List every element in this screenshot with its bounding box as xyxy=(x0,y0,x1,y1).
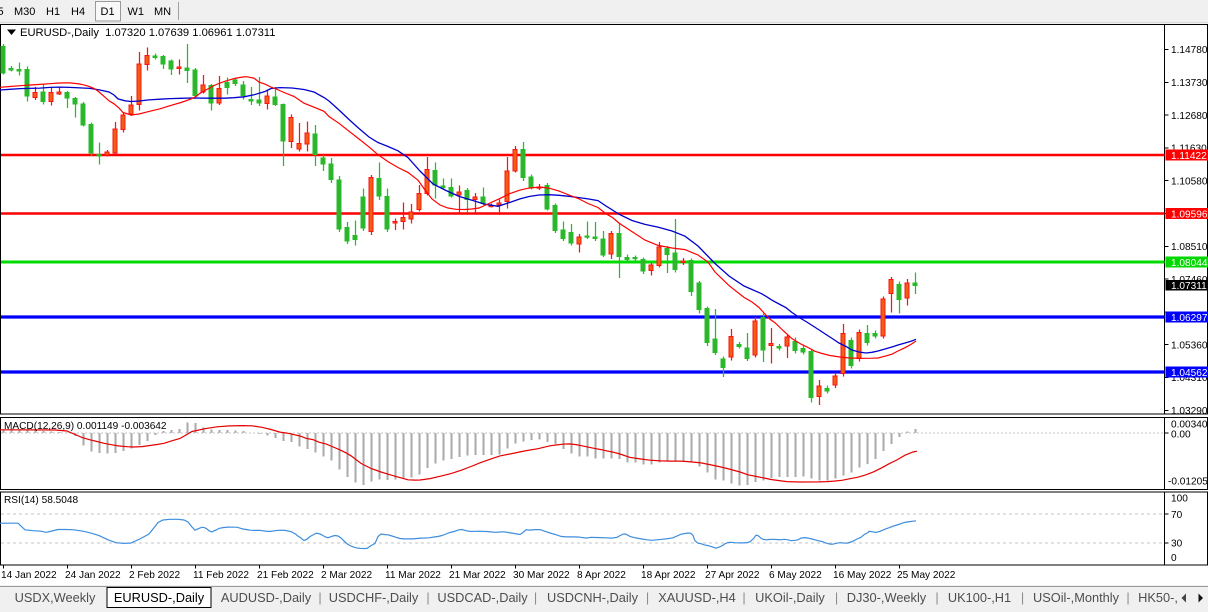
svg-text:1.12680: 1.12680 xyxy=(1171,111,1208,122)
svg-text:24 Jan 2022: 24 Jan 2022 xyxy=(65,570,121,581)
svg-text:EURUSD-,Daily 1.07320 1.07639: EURUSD-,Daily 1.07320 1.07639 1.06961 1.… xyxy=(20,27,275,39)
svg-text:1.13730: 1.13730 xyxy=(1171,78,1208,89)
svg-text:30 Mar 2022: 30 Mar 2022 xyxy=(513,570,570,581)
svg-text:RSI(14) 58.5048: RSI(14) 58.5048 xyxy=(4,495,78,506)
svg-text:0: 0 xyxy=(1171,553,1177,564)
svg-text:1.10580: 1.10580 xyxy=(1171,176,1208,187)
svg-text:UK100-,H1: UK100-,H1 xyxy=(948,590,1011,605)
svg-text:16 May 2022: 16 May 2022 xyxy=(833,570,892,581)
svg-text:11 Mar 2022: 11 Mar 2022 xyxy=(385,570,441,581)
svg-text:21 Feb 2022: 21 Feb 2022 xyxy=(257,570,314,581)
svg-text:DJ30-,Weekly: DJ30-,Weekly xyxy=(847,590,927,605)
svg-text:8 Apr 2022: 8 Apr 2022 xyxy=(577,570,626,581)
svg-text:|: | xyxy=(835,590,838,605)
svg-text:25 May 2022: 25 May 2022 xyxy=(897,570,956,581)
svg-text:M30: M30 xyxy=(14,6,35,18)
svg-text:|: | xyxy=(742,590,745,605)
svg-text:1.07311: 1.07311 xyxy=(1171,281,1207,292)
svg-text:MN: MN xyxy=(154,6,171,18)
svg-text:1.08044: 1.08044 xyxy=(1171,258,1208,269)
svg-text:1.08510: 1.08510 xyxy=(1171,242,1208,253)
svg-text:USDX,Weekly: USDX,Weekly xyxy=(15,590,96,605)
svg-text:-0.012058: -0.012058 xyxy=(1168,477,1208,488)
svg-text:|: | xyxy=(1126,590,1129,605)
svg-text:5: 5 xyxy=(0,6,4,18)
svg-text:21 Mar 2022: 21 Mar 2022 xyxy=(449,570,506,581)
svg-text:6 May 2022: 6 May 2022 xyxy=(769,570,822,581)
svg-text:|: | xyxy=(426,590,429,605)
svg-text:D1: D1 xyxy=(101,6,115,18)
svg-text:|: | xyxy=(534,590,537,605)
svg-text:AUDUSD-,Daily: AUDUSD-,Daily xyxy=(221,590,312,605)
svg-text:|: | xyxy=(935,590,938,605)
svg-text:USDCNH-,Daily: USDCNH-,Daily xyxy=(547,590,639,605)
svg-text:11 Feb 2022: 11 Feb 2022 xyxy=(193,570,249,581)
svg-text:2 Feb 2022: 2 Feb 2022 xyxy=(129,570,180,581)
svg-text:2 Mar 2022: 2 Mar 2022 xyxy=(321,570,372,581)
svg-text:18 Apr 2022: 18 Apr 2022 xyxy=(641,570,696,581)
svg-text:EURUSD-,Daily: EURUSD-,Daily xyxy=(114,590,205,605)
svg-text:1.09596: 1.09596 xyxy=(1171,209,1208,220)
svg-text:W1: W1 xyxy=(128,6,145,18)
svg-text:30: 30 xyxy=(1171,539,1183,550)
svg-text:H4: H4 xyxy=(71,6,85,18)
svg-text:0.00: 0.00 xyxy=(1171,430,1191,441)
svg-text:70: 70 xyxy=(1171,510,1183,521)
svg-text:H1: H1 xyxy=(46,6,60,18)
svg-text:1.03290: 1.03290 xyxy=(1171,406,1208,417)
svg-text:USDCHF-,Daily: USDCHF-,Daily xyxy=(329,590,419,605)
svg-text:|: | xyxy=(318,590,321,605)
svg-text:1.05360: 1.05360 xyxy=(1171,340,1208,351)
svg-text:1.04310: 1.04310 xyxy=(1171,373,1208,384)
svg-text:0.003408: 0.003408 xyxy=(1171,420,1208,431)
svg-text:|: | xyxy=(1021,590,1024,605)
svg-text:1.11422: 1.11422 xyxy=(1171,151,1207,162)
svg-text:UKOil-,Daily: UKOil-,Daily xyxy=(755,590,825,605)
svg-text:1.14780: 1.14780 xyxy=(1171,45,1208,56)
svg-text:1.06297: 1.06297 xyxy=(1171,313,1208,324)
svg-text:XAUUSD-,H4: XAUUSD-,H4 xyxy=(658,590,736,605)
svg-text:USDCAD-,Daily: USDCAD-,Daily xyxy=(437,590,528,605)
svg-text:1.04562: 1.04562 xyxy=(1171,368,1208,379)
svg-text:MACD(12,26,9) 0.001149 -0.0036: MACD(12,26,9) 0.001149 -0.003642 xyxy=(4,421,167,432)
svg-text:USOil-,Monthly: USOil-,Monthly xyxy=(1033,590,1120,605)
svg-text:HK50-,: HK50-, xyxy=(1138,590,1178,605)
svg-text:100: 100 xyxy=(1171,494,1188,505)
svg-text:27 Apr 2022: 27 Apr 2022 xyxy=(705,570,760,581)
svg-text:|: | xyxy=(646,590,649,605)
svg-text:1.11630: 1.11630 xyxy=(1171,144,1207,155)
svg-text:14 Jan 2022: 14 Jan 2022 xyxy=(1,570,57,581)
